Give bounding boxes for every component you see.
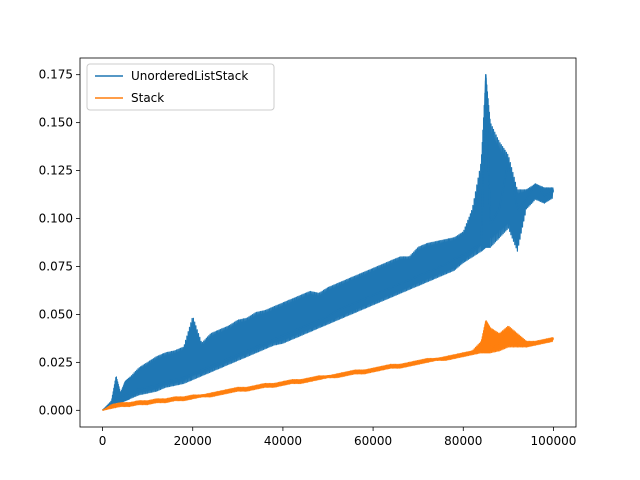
y-tick-label: 0.100 <box>39 212 73 226</box>
y-axis: 0.000 0.025 0.050 0.075 0.100 0.125 0.150 0.175 <box>39 68 80 417</box>
plot-frame <box>79 57 577 428</box>
series-line-1 <box>102 321 554 411</box>
x-tick-label: 20000 <box>174 434 212 448</box>
series-layer <box>102 73 555 411</box>
x-tick-label: 0 <box>99 434 107 448</box>
y-tick-label: 0.150 <box>39 116 73 130</box>
y-tick-label: 0.000 <box>39 403 73 417</box>
x-tick-label: 80000 <box>444 434 482 448</box>
y-tick-label: 0.025 <box>39 355 73 369</box>
legend-label: Stack <box>131 91 164 105</box>
legend: UnorderedListStack Stack <box>86 63 275 111</box>
series-envelope-1 <box>102 320 555 411</box>
y-tick-label: 0.050 <box>39 307 73 321</box>
y-tick-label: 0.125 <box>39 164 73 178</box>
x-axis: 0 20000 40000 60000 80000 100000 <box>99 427 577 448</box>
y-tick-label: 0.075 <box>39 259 73 273</box>
series-line-0 <box>102 73 554 411</box>
legend-label: UnorderedListStack <box>131 69 248 83</box>
legend-box <box>86 63 275 111</box>
x-tick-label: 100000 <box>531 434 577 448</box>
y-tick-label: 0.175 <box>39 68 73 82</box>
x-tick-label: 60000 <box>354 434 392 448</box>
x-tick-label: 40000 <box>264 434 302 448</box>
